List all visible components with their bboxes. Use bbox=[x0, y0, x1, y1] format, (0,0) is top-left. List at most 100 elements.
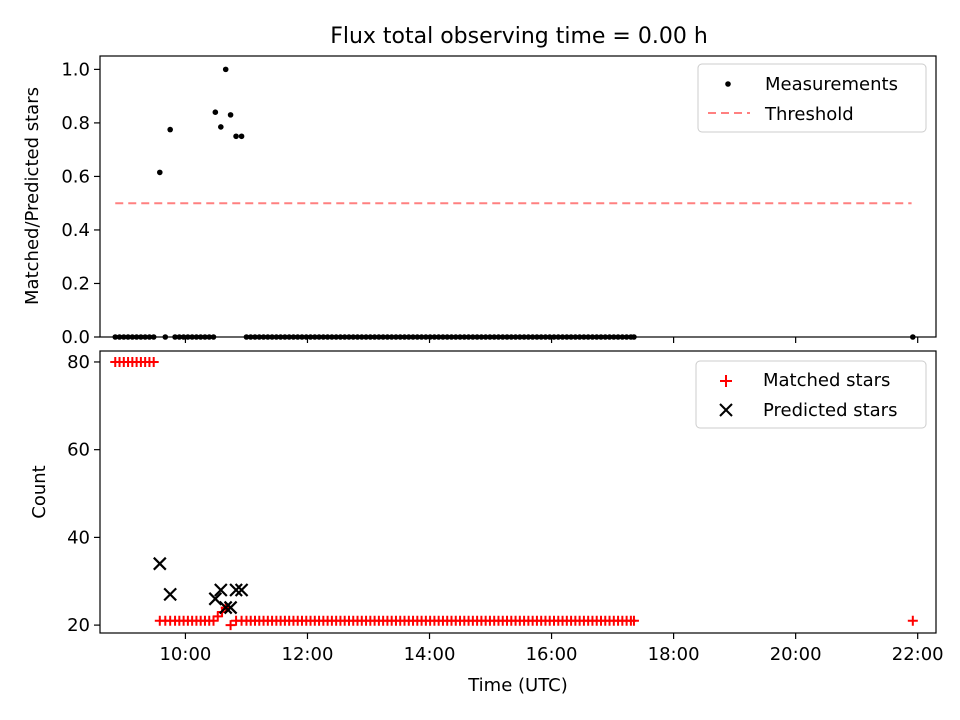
top-y-tick-label: 0.2 bbox=[61, 273, 90, 294]
bottom-y-ticks: 20 40 60 80 bbox=[67, 352, 100, 636]
bottom-y-axis-label: Count bbox=[29, 465, 50, 518]
measurements-point bbox=[294, 334, 301, 340]
predicted-stars-point bbox=[163, 587, 177, 602]
measurements-point bbox=[551, 334, 557, 340]
measurements-point bbox=[329, 334, 335, 340]
measurements-point bbox=[555, 334, 562, 340]
measurements-point bbox=[517, 334, 523, 340]
measurements-point bbox=[598, 334, 604, 340]
matched-stars-point bbox=[907, 615, 918, 626]
measurements-point bbox=[529, 334, 536, 340]
measurements-point bbox=[218, 124, 224, 130]
measurements-point bbox=[482, 334, 489, 340]
bottom-x-tick-label: 18:00 bbox=[648, 644, 700, 665]
measurements-point bbox=[233, 133, 239, 140]
bottom-x-tick-label: 22:00 bbox=[892, 644, 944, 665]
measurements-point bbox=[371, 334, 378, 340]
measurements-point bbox=[418, 334, 425, 340]
measurements-point bbox=[157, 169, 163, 176]
measurements-point bbox=[176, 334, 183, 340]
measurements-point bbox=[427, 334, 433, 340]
chart-title: Flux total observing time = 0.00 h bbox=[330, 24, 708, 49]
top-y-tick-label: 1.0 bbox=[61, 59, 90, 80]
measurements-point bbox=[414, 334, 421, 340]
measurements-point bbox=[189, 334, 195, 340]
measurements-point bbox=[210, 334, 217, 340]
measurements-point bbox=[299, 334, 305, 340]
measurements-point bbox=[619, 334, 626, 340]
measurements-point bbox=[559, 334, 566, 340]
measurements-point bbox=[269, 334, 275, 340]
measurements-point bbox=[474, 334, 480, 340]
measurements-point bbox=[440, 334, 446, 340]
predicted-stars-point bbox=[214, 583, 228, 597]
top-series bbox=[112, 66, 916, 340]
measurements-point bbox=[410, 334, 416, 340]
legend-predicted-label: Predicted stars bbox=[763, 400, 897, 421]
measurements-point bbox=[615, 334, 621, 340]
matched-stars-point bbox=[628, 615, 639, 626]
measurements-point bbox=[133, 334, 140, 340]
measurements-point bbox=[202, 334, 208, 340]
measurements-point bbox=[185, 334, 191, 340]
top-legend-box bbox=[697, 63, 927, 133]
measurements-point bbox=[534, 334, 540, 340]
measurements-point bbox=[470, 334, 476, 340]
top-y-tick-label: 0.6 bbox=[61, 166, 90, 187]
measurements-point bbox=[465, 334, 472, 340]
top-panel: Matched/Predicted stars 0.0 0.2 0.4 0.6 0.8 1… bbox=[22, 55, 937, 348]
measurements-point bbox=[256, 334, 263, 340]
measurements-point bbox=[405, 334, 412, 340]
measurements-point bbox=[350, 334, 357, 340]
predicted-stars-point bbox=[234, 583, 249, 597]
measurements-point bbox=[172, 334, 178, 340]
matched-stars-point bbox=[148, 356, 159, 367]
measurements-point bbox=[265, 334, 271, 340]
bottom-plot-frame bbox=[99, 350, 937, 634]
measurements-point bbox=[222, 66, 229, 73]
top-y-tick-label: 0.4 bbox=[61, 220, 90, 241]
measurements-point bbox=[611, 334, 617, 340]
measurements-point bbox=[606, 334, 613, 340]
bottom-y-tick-label: 40 bbox=[67, 527, 90, 548]
predicted-stars-point bbox=[208, 592, 223, 606]
measurements-point bbox=[525, 334, 532, 340]
measurements-point bbox=[388, 334, 395, 340]
measurements-point bbox=[197, 334, 204, 340]
measurements-point bbox=[568, 334, 574, 340]
measurements-point bbox=[252, 334, 258, 340]
top-legend: Measurements Threshold bbox=[697, 63, 927, 133]
measurements-point bbox=[564, 334, 570, 340]
measurements-point bbox=[167, 126, 173, 133]
measurements-point bbox=[581, 334, 587, 340]
measurements-point bbox=[538, 334, 544, 340]
measurements-point bbox=[303, 334, 310, 340]
bottom-x-tick-label: 12:00 bbox=[282, 644, 334, 665]
measurements-point bbox=[461, 334, 468, 340]
measurements-point bbox=[333, 334, 339, 340]
bottom-legend-box bbox=[695, 360, 927, 429]
measurements-point bbox=[162, 334, 169, 340]
measurements-point bbox=[542, 334, 549, 340]
measurements-point bbox=[487, 334, 493, 340]
measurements-point bbox=[631, 334, 637, 340]
measurements-point bbox=[138, 334, 144, 340]
measurements-point bbox=[316, 334, 322, 340]
measurements-point bbox=[512, 334, 519, 340]
bottom-panel: Count Time (UTC) 20 40 60 80 10:00 12:00 14:0… bbox=[29, 350, 944, 696]
measurements-point bbox=[247, 334, 254, 340]
measurements-point bbox=[212, 109, 219, 115]
bottom-y-tick-label: 80 bbox=[67, 352, 90, 373]
measurements-point bbox=[393, 334, 399, 340]
measurements-point bbox=[499, 334, 506, 340]
top-y-tick-label: 0.8 bbox=[61, 113, 90, 134]
measurements-point bbox=[444, 334, 451, 340]
measurements-point bbox=[112, 334, 119, 340]
bottom-y-tick-label: 20 bbox=[67, 615, 90, 636]
measurements-point bbox=[589, 334, 596, 340]
measurements-point bbox=[282, 334, 288, 340]
measurements-point bbox=[602, 334, 609, 340]
measurements-point bbox=[286, 334, 292, 340]
measurements-point bbox=[120, 334, 127, 340]
legend-predicted-marker bbox=[719, 403, 733, 417]
